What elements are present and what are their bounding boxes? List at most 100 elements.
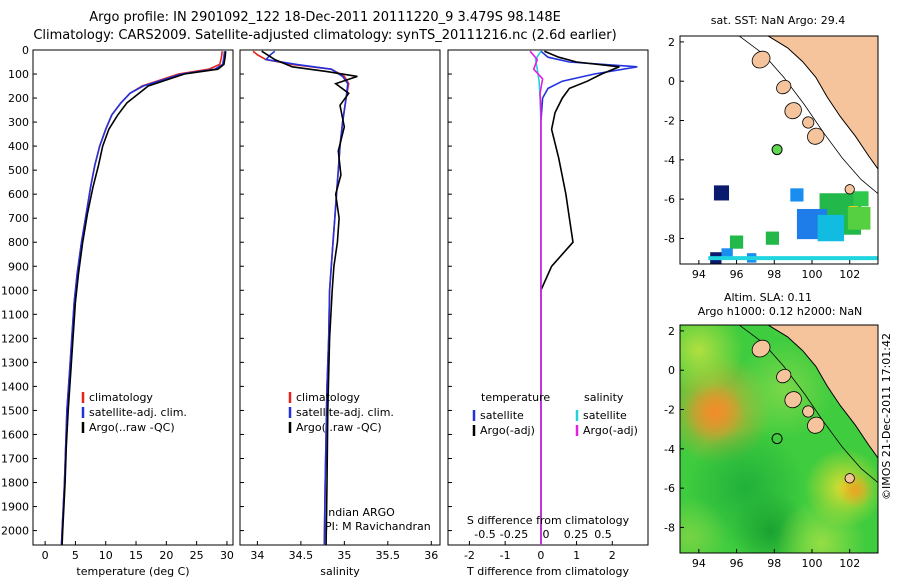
map-y-tick-label: -6	[664, 193, 675, 206]
map-y-tick-label: 2	[668, 36, 675, 49]
x-tick-label: 2	[609, 549, 616, 562]
legend-label: Argo(-adj)	[583, 424, 638, 437]
series-line-satellite-adj-clim-	[264, 50, 349, 546]
sst-map-content	[680, 36, 878, 264]
x-tick-label: 36	[424, 549, 438, 562]
island	[776, 368, 792, 384]
map-y-tick-label: -8	[664, 232, 675, 245]
copyright-credit: ©IMOS 21-Dec-2011 17:01:42	[880, 333, 893, 500]
map-x-tick-label: 96	[730, 557, 744, 570]
sumatra-land	[767, 36, 878, 170]
series-line-argo-raw-qc-	[261, 50, 358, 546]
island	[844, 184, 855, 195]
depth-tick-label: 400	[8, 140, 29, 153]
sla-blob	[680, 325, 744, 396]
island	[844, 473, 855, 484]
salinity-axes-box	[239, 49, 441, 546]
depth-tick-label: 1700	[1, 452, 29, 465]
x-tick-label: 20	[159, 549, 173, 562]
depth-tick-label: 1200	[1, 332, 29, 345]
series-line-argo-adj-	[540, 50, 620, 545]
difference-top-xlabel: S difference from climatology	[467, 514, 630, 527]
sst-pixel	[790, 188, 804, 202]
map-y-tick-label: 2	[668, 325, 675, 338]
map-x-tick-label: 102	[839, 557, 860, 570]
island	[776, 79, 792, 95]
sst-pixel	[765, 231, 779, 245]
depth-tick-label: 500	[8, 164, 29, 177]
sst-map-panel: 94 96 98 100 102 2 0 -2 -4 -6 -8	[664, 35, 879, 281]
difference-top-tick-label: -0.25	[500, 528, 528, 541]
depth-tick-label: 1100	[1, 308, 29, 321]
map-y-tick-label: 0	[668, 75, 675, 88]
depth-tick-label: 0	[22, 44, 29, 57]
difference-panel: -2 -1 0 1 2 T difference from climatology	[447, 49, 649, 578]
island	[784, 102, 802, 120]
depth-tick-label: 1400	[1, 380, 29, 393]
legend-label: climatology	[296, 391, 360, 404]
argo-position-marker	[771, 144, 783, 156]
difference-top-tick-label: 0	[543, 528, 550, 541]
x-tick-label: 34.5	[289, 549, 314, 562]
depth-tick-label: 800	[8, 236, 29, 249]
profile-title: Argo profile: IN 2901092_122 18-Dec-2011…	[89, 10, 561, 25]
x-tick-label: 1	[573, 549, 580, 562]
sla-map-content	[680, 325, 878, 553]
x-tick-label: 5	[72, 549, 79, 562]
island	[751, 339, 771, 358]
depth-tick-label: 1600	[1, 428, 29, 441]
sla-blob	[680, 497, 730, 553]
island	[784, 391, 802, 409]
depth-tick-label: 1500	[1, 404, 29, 417]
depth-tick-label: 900	[8, 260, 29, 273]
sla-blob	[683, 383, 744, 444]
sst-pixel	[817, 214, 845, 242]
map-y-tick-label: -8	[664, 521, 675, 534]
x-tick-label: 15	[129, 549, 143, 562]
map-y-tick-label: -6	[664, 482, 675, 495]
sst-pixel	[847, 207, 871, 230]
depth-tick-label: 300	[8, 116, 29, 129]
map-y-tick-label: -2	[664, 115, 675, 128]
sst-pixel	[853, 191, 869, 207]
depth-tick-label: 1800	[1, 477, 29, 490]
map-x-tick-label: 102	[839, 268, 860, 281]
x-tick-label: 0	[537, 549, 544, 562]
legend-label: Argo(-adj)	[480, 424, 535, 437]
map-x-tick-label: 100	[802, 268, 823, 281]
sst-pixel	[721, 248, 733, 260]
depth-tick-label: 2000	[1, 525, 29, 538]
salinity-xlabel: salinity	[320, 565, 360, 578]
legend-label: Argo(..raw -QC)	[296, 421, 382, 434]
difference-axes-box	[447, 49, 649, 546]
difference-xlabel: T difference from climatology	[466, 565, 629, 578]
x-tick-label: 35	[337, 549, 351, 562]
x-tick-label: 10	[99, 549, 113, 562]
sst-map-title: sat. SST: NaN Argo: 29.4	[711, 14, 845, 27]
salinity-panel: 34 34.5 35 35.5 36 salinity	[239, 49, 441, 578]
sla-map-subtitle: Argo h1000: 0.12 h2000: NaN	[698, 305, 863, 318]
map-y-tick-label: -4	[664, 443, 675, 456]
legend-label: climatology	[89, 391, 153, 404]
map-x-tick-label: 100	[802, 557, 823, 570]
island	[807, 416, 825, 434]
depth-tick-label: 200	[8, 92, 29, 105]
depth-tick-label: 100	[8, 68, 29, 81]
island	[802, 116, 815, 129]
difference-top-tick-label: 0.25	[564, 528, 589, 541]
sla-blob	[776, 498, 867, 553]
temperature-axes-box	[32, 49, 234, 546]
depth-tick-label: 1900	[1, 501, 29, 514]
island	[802, 405, 815, 418]
difference-top-tick-label: 0.5	[594, 528, 612, 541]
sla-blob	[837, 472, 874, 509]
salinity-annotation: Indian ARGO	[325, 506, 395, 519]
sla-map-panel: 94 96 98 100 102 2 0 -2 -4 -6 -8	[664, 324, 879, 570]
sst-pixel	[729, 235, 744, 249]
map-y-tick-label: -4	[664, 154, 675, 167]
climatology-subtitle: Climatology: CARS2009. Satellite-adjuste…	[33, 28, 617, 43]
depth-tick-label: 1300	[1, 356, 29, 369]
map-x-tick-label: 98	[767, 557, 781, 570]
sst-pixel	[713, 185, 730, 201]
